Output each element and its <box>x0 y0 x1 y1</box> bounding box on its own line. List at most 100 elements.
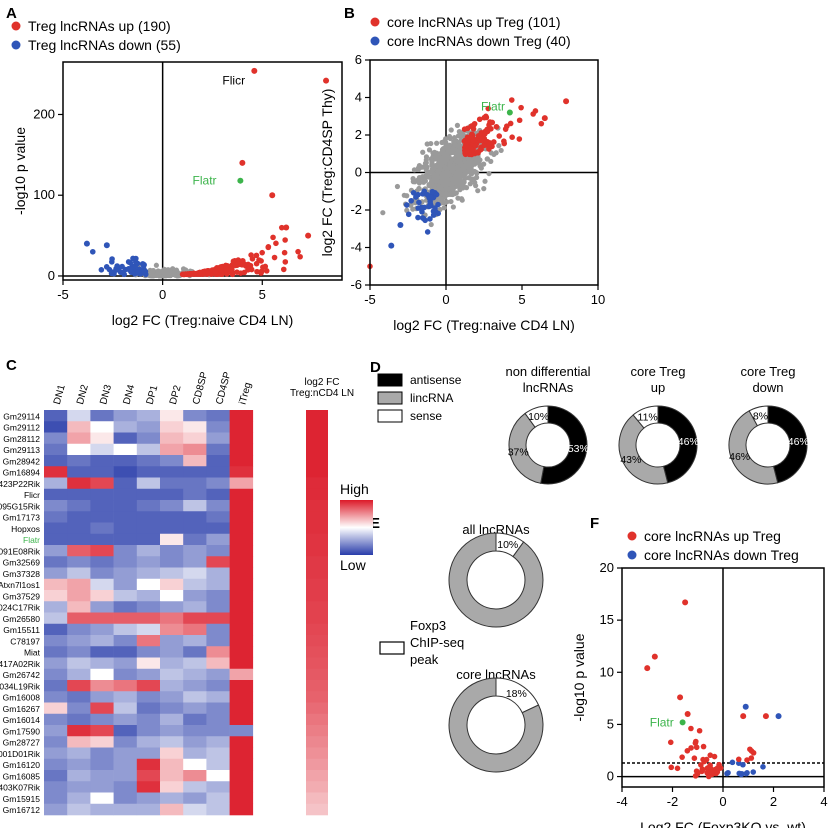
heatmap-cell <box>229 455 254 467</box>
heatmap-cell <box>206 545 230 557</box>
heatmap-cell <box>90 545 114 557</box>
y-tick-label: -2 <box>350 202 362 217</box>
data-point-red <box>265 244 272 251</box>
heatmap-cell <box>183 646 207 658</box>
heatmap-cell <box>183 443 207 456</box>
heatmap-cell <box>229 725 254 737</box>
heatmap-cell <box>183 567 207 580</box>
heatmap-cell <box>160 736 184 748</box>
data-point-red <box>282 259 289 265</box>
data-point-gray <box>435 168 441 175</box>
donut-slice <box>448 677 544 773</box>
data-point-blue <box>750 769 757 775</box>
fc-cell <box>306 691 328 703</box>
heatmap-cell <box>183 590 207 602</box>
heatmap-cell <box>136 736 161 748</box>
heatmap-cell <box>206 623 230 636</box>
heatmap-cell <box>44 533 68 546</box>
heatmap-cell <box>183 488 207 501</box>
heatmap-cell <box>229 770 254 782</box>
data-point-red <box>467 134 473 141</box>
heatmap-cell <box>67 792 91 805</box>
donut-title: core Treg <box>741 364 796 379</box>
heatmap-cell <box>44 590 68 602</box>
heatmap-cell <box>90 443 114 456</box>
heatmap-cell <box>206 567 230 580</box>
data-point-gray <box>422 173 428 179</box>
fc-cell <box>306 612 328 625</box>
heatmap-row-label: Gm26742 <box>3 670 41 680</box>
heatmap-cell <box>67 725 91 737</box>
data-point-red <box>496 133 503 139</box>
data-point-green <box>679 719 686 726</box>
data-point-gray <box>448 127 454 133</box>
data-point-gray <box>167 272 173 279</box>
data-point-gray <box>452 191 458 197</box>
heatmap-row-label: Gm28727 <box>3 738 41 748</box>
data-point-blue <box>388 242 395 249</box>
heatmap-cell <box>160 455 184 467</box>
x-tick-label: 0 <box>442 292 449 307</box>
heatmap-cell <box>136 623 161 636</box>
heatmap-cell <box>44 567 68 580</box>
legend-marker-red <box>627 531 637 541</box>
heatmap-cell <box>67 747 91 760</box>
data-point-gray <box>447 135 453 142</box>
heatmap-cell <box>113 792 138 805</box>
heatmap-cell <box>183 612 207 625</box>
heatmap-cell <box>183 668 207 681</box>
heatmap-cell <box>90 590 114 602</box>
data-point-blue <box>419 191 426 197</box>
heatmap-cell <box>229 736 254 748</box>
heatmap-cell <box>113 736 138 748</box>
heatmap-cell <box>160 488 184 501</box>
data-point-blue <box>89 248 96 255</box>
data-point-gray <box>450 204 456 210</box>
data-point-gray <box>437 179 443 185</box>
heatmap-cell <box>67 623 91 636</box>
data-point-gray <box>442 164 448 171</box>
fc-cell <box>306 545 328 557</box>
data-point-red <box>530 111 536 117</box>
data-point-red <box>509 134 515 140</box>
heatmap-row-label: Gm37328 <box>3 569 41 579</box>
heatmap-cell <box>229 702 254 715</box>
data-point-blue <box>739 770 745 777</box>
fc-cell <box>306 725 328 737</box>
heatmap-cell <box>206 488 230 501</box>
heatmap-row-label: 2210417A02Rik <box>0 659 41 669</box>
data-point-gray <box>498 147 504 154</box>
data-point-red <box>258 258 264 264</box>
heatmap-cell <box>113 556 138 568</box>
heatmap-cell <box>113 623 138 636</box>
data-point-red <box>253 252 260 259</box>
heatmap-row-label: Gm16085 <box>3 771 41 781</box>
heatmap-cell <box>206 500 230 512</box>
legend-label: lincRNA <box>410 391 453 405</box>
fc-cell <box>306 522 328 535</box>
fc-cell <box>306 635 328 647</box>
heatmap-cell <box>229 500 254 512</box>
heatmap-cell <box>113 545 138 557</box>
data-point-blue <box>427 194 434 201</box>
donut-slice-label: 53% <box>568 443 589 455</box>
data-point-red <box>475 132 482 139</box>
heatmap-cell <box>136 488 161 501</box>
heatmap-column-label: DP2 <box>168 384 184 406</box>
panel-label-f: F <box>590 515 599 532</box>
heatmap-cell <box>136 680 161 692</box>
heatmap-cell <box>67 432 91 445</box>
data-point-gray <box>148 271 155 277</box>
heatmap-cell <box>90 747 114 760</box>
data-point-gray <box>447 191 453 197</box>
fc-cell <box>306 623 328 636</box>
heatmap-cell <box>229 556 254 568</box>
data-point-red <box>481 142 487 149</box>
data-point-blue <box>432 205 438 211</box>
data-point-gray <box>443 157 450 163</box>
heatmap-cell <box>136 533 161 546</box>
heatmap-column-label: DN4 <box>121 383 137 406</box>
data-point-gray <box>380 210 386 216</box>
annotation-flatr: Flatr <box>193 174 217 188</box>
heatmap-cell <box>90 646 114 658</box>
